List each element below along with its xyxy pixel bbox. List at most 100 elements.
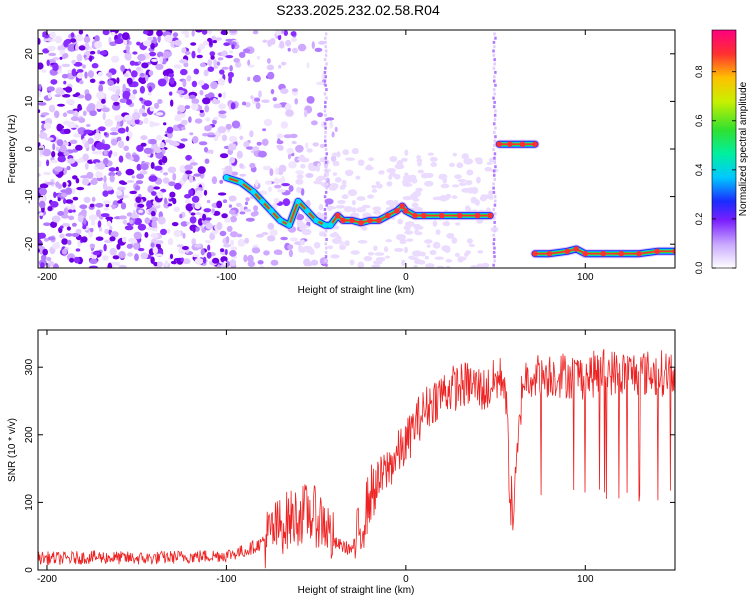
noise-speck	[206, 199, 211, 204]
noise-speck	[199, 109, 204, 113]
noise-speck	[191, 80, 198, 88]
noise-speck	[351, 148, 359, 155]
noise-speck	[63, 80, 67, 85]
noise-speck	[239, 173, 247, 177]
noise-speck	[318, 203, 324, 211]
noise-speck	[188, 94, 196, 100]
y-tick-label: 0	[24, 567, 35, 573]
noise-speck	[198, 80, 205, 86]
noise-speck	[163, 122, 167, 126]
noise-speck	[139, 86, 145, 94]
noise-speck	[454, 252, 460, 257]
noise-speck	[476, 176, 481, 184]
noise-streak	[325, 246, 328, 250]
noise-speck	[195, 187, 204, 192]
noise-speck	[378, 170, 385, 175]
noise-speck	[132, 89, 138, 95]
noise-speck	[50, 221, 57, 228]
noise-speck	[133, 217, 143, 225]
noise-streak	[324, 135, 327, 139]
noise-speck	[288, 185, 294, 192]
noise-speck	[104, 186, 113, 191]
noise-speck	[78, 30, 84, 35]
track-point	[474, 212, 481, 219]
noise-streak	[325, 118, 328, 122]
noise-speck	[282, 198, 291, 207]
noise-speck	[38, 109, 41, 113]
noise-speck	[386, 168, 397, 173]
noise-speck	[231, 120, 241, 129]
noise-speck	[131, 112, 141, 120]
track-point	[532, 250, 538, 257]
noise-speck	[116, 243, 121, 250]
noise-speck	[224, 165, 233, 172]
noise-speck	[389, 156, 398, 162]
noise-speck	[401, 157, 408, 162]
noise-speck	[385, 255, 390, 259]
noise-speck	[218, 110, 227, 115]
noise-speck	[335, 204, 345, 209]
track-point	[582, 250, 589, 257]
noise-speck	[303, 109, 308, 118]
noise-speck	[231, 44, 235, 50]
noise-speck	[57, 211, 65, 216]
track-point	[456, 212, 463, 219]
noise-speck	[63, 128, 71, 134]
noise-speck	[277, 34, 282, 41]
noise-streak	[492, 190, 496, 194]
noise-speck	[233, 58, 240, 63]
noise-speck	[253, 210, 259, 216]
noise-speck	[124, 225, 134, 231]
noise-speck	[62, 112, 68, 117]
track-point	[672, 248, 675, 255]
noise-speck	[181, 246, 189, 250]
noise-speck	[229, 135, 237, 143]
noise-speck	[104, 239, 113, 244]
noise-speck	[255, 179, 259, 187]
noise-speck	[150, 162, 155, 169]
noise-speck	[72, 196, 79, 201]
colorbar-tick-label: 0.6	[694, 115, 704, 128]
noise-speck	[99, 80, 106, 85]
noise-streak	[493, 113, 497, 117]
noise-speck	[75, 44, 79, 52]
noise-streak	[492, 105, 496, 109]
noise-speck	[209, 38, 213, 46]
noise-speck	[488, 196, 494, 200]
noise-speck	[228, 143, 237, 151]
noise-speck	[41, 69, 47, 73]
noise-speck	[47, 45, 56, 52]
noise-speck	[167, 237, 174, 246]
noise-speck	[123, 39, 128, 46]
noise-speck	[339, 245, 347, 250]
noise-speck	[334, 126, 338, 132]
noise-speck	[371, 264, 381, 268]
noise-speck	[296, 220, 304, 226]
noise-speck	[75, 248, 81, 252]
noise-speck	[134, 253, 139, 261]
noise-speck	[143, 117, 149, 125]
noise-speck	[406, 238, 414, 242]
noise-speck	[451, 237, 458, 244]
noise-streak	[324, 156, 328, 160]
noise-speck	[47, 236, 56, 241]
x-tick-label: 100	[577, 574, 594, 585]
x-tick-label: 0	[403, 574, 409, 585]
noise-speck	[336, 151, 341, 158]
noise-speck	[182, 258, 191, 265]
noise-speck	[292, 88, 298, 92]
noise-speck	[255, 233, 264, 238]
noise-speck	[83, 217, 87, 225]
noise-speck	[117, 127, 126, 134]
noise-speck	[457, 179, 467, 183]
noise-speck	[300, 157, 310, 163]
frequency-track-0	[221, 173, 495, 230]
noise-speck	[172, 142, 180, 147]
noise-speck	[184, 199, 191, 204]
noise-speck	[273, 177, 280, 185]
noise-speck	[100, 213, 110, 218]
x-tick-label: -100	[216, 272, 236, 283]
noise-speck	[78, 117, 86, 123]
noise-speck	[210, 55, 215, 60]
noise-speck	[70, 38, 77, 43]
